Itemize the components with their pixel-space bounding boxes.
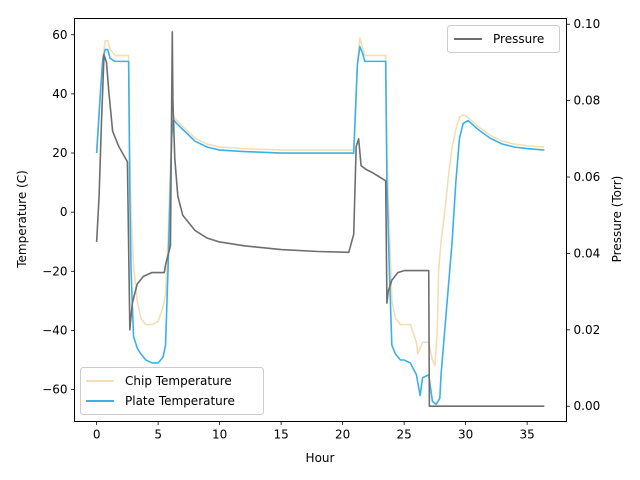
ticks-layer: 0 5 10 15 20 25 30 35 −60 −40 −20 0 20 40 60 0.00 0.02 0.… [42,17,600,441]
x-tick-label: 30 [458,428,473,442]
legend-pressure-box [447,25,560,53]
y-right-tick-label: 0.06 [574,170,601,184]
x-tick-label: 10 [212,428,227,442]
y-left-tick-label: 60 [52,28,67,42]
y-right-tick-label: 0.02 [574,323,601,337]
legend-chip-label: Chip Temperature [125,374,232,388]
x-tick-label: 0 [93,428,101,442]
y-left-tick-label: −60 [42,383,67,397]
series-line-chip-temperature [95,36,545,367]
y-left-tick-label: 20 [52,146,67,160]
x-tick-label: 25 [396,428,411,442]
y-left-tick-label: 40 [52,87,67,101]
legend-pressure: Pressure [447,25,560,53]
x-tick-label: 35 [519,428,534,442]
y-right-tick-label: 0.00 [574,399,601,413]
legend-plate-label: Plate Temperature [125,394,235,408]
plot-frame [74,18,567,422]
x-axis-label: Hour [306,451,335,465]
y-left-tick-label: −40 [42,323,67,337]
y-axis-left-label: Temperature (C) [15,170,29,269]
x-tick-label: 20 [335,428,350,442]
series-layer [95,31,545,408]
y-axis-right-label: Pressure (Torr) [610,176,624,263]
x-tick-label: 5 [154,428,162,442]
y-right-tick-label: 0.10 [574,17,601,31]
x-tick-label: 15 [273,428,288,442]
legend-pressure-label: Pressure [493,32,544,46]
y-right-tick-label: 0.08 [574,94,601,108]
y-right-tick-label: 0.04 [574,246,601,260]
legend-temperatures-box [80,367,264,415]
legend-temperatures: Chip Temperature Plate Temperature [80,367,264,415]
series-line-plate-temperature [95,45,545,406]
series-line-pressure [95,31,545,408]
y-left-tick-label: 0 [60,205,68,219]
y-left-tick-label: −20 [42,264,67,278]
